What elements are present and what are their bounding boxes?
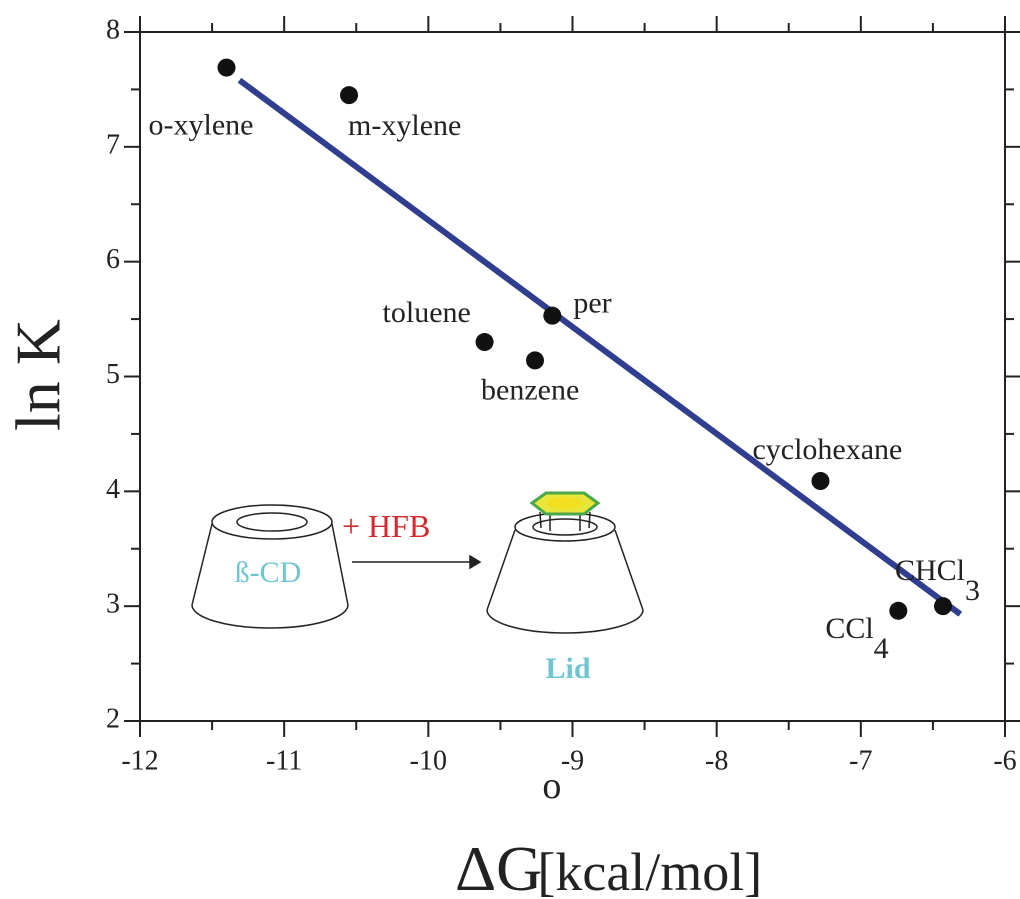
point-label-sub: 4 <box>874 632 889 665</box>
point-label: CHCl3 <box>895 554 980 607</box>
data-point <box>526 351 545 370</box>
arrow-head <box>469 554 482 570</box>
point-label: CCl4 <box>825 612 888 665</box>
lid-cavity <box>532 518 598 536</box>
reagent-label: + HFB <box>342 508 430 544</box>
y-tick-label: 3 <box>106 589 120 620</box>
data-point <box>889 601 908 620</box>
x-tick-label: -8 <box>705 745 728 776</box>
lid-base <box>486 609 644 634</box>
x-tick-label: -9 <box>561 745 584 776</box>
y-tick-label: 4 <box>106 474 120 505</box>
x-tick-label: -7 <box>849 745 872 776</box>
x-tick-label: -10 <box>410 745 447 776</box>
point-label-sub: 3 <box>965 574 980 607</box>
point-label: toluene <box>383 296 471 329</box>
point-label-text: per <box>573 287 611 320</box>
point-label: per <box>573 287 611 320</box>
product-label: Lid <box>545 652 590 685</box>
cd-cavity <box>236 512 308 532</box>
point-label: m-xylene <box>348 109 461 142</box>
point-label-text: cyclohexane <box>752 433 902 466</box>
x-label-sup: o <box>542 765 561 807</box>
x-label-unit: [kcal/mol] <box>537 842 762 899</box>
x-tick-label: -6 <box>993 745 1016 776</box>
data-point <box>811 471 830 490</box>
data-point <box>217 58 236 77</box>
cd-rim <box>211 504 333 540</box>
cd-side <box>331 523 349 606</box>
point-label-text: benzene <box>481 373 579 406</box>
y-tick-label: 8 <box>106 14 120 45</box>
data-point <box>934 597 953 616</box>
cd-side <box>191 523 213 606</box>
point-label-text: m-xylene <box>348 109 461 142</box>
x-tick-label: -12 <box>121 745 158 776</box>
y-tick-label: 6 <box>106 244 120 275</box>
lid-side <box>486 529 516 611</box>
data-point <box>340 86 359 105</box>
data-point <box>475 333 494 352</box>
y-tick-label: 2 <box>106 703 120 734</box>
point-label: o-xylene <box>149 109 254 142</box>
lid-side <box>614 529 644 611</box>
point-label: benzene <box>481 373 579 406</box>
y-tick-label: 7 <box>106 129 120 160</box>
host-label: ß-CD <box>235 556 302 589</box>
y-tick-label: 5 <box>106 359 120 390</box>
point-label-text: o-xylene <box>149 109 254 142</box>
lid-rim <box>514 512 616 542</box>
hfb-center <box>547 497 583 509</box>
point-label: cyclohexane <box>752 433 902 466</box>
fit-line <box>237 77 963 617</box>
x-axis-label: ΔGo [kcal/mol] <box>455 765 762 899</box>
point-label-text: CHCl <box>895 554 965 587</box>
x-label-main: ΔG <box>455 833 542 899</box>
x-tick-label: -11 <box>266 745 302 776</box>
data-point <box>543 306 562 325</box>
inset-diagram <box>191 491 644 634</box>
point-label-text: CCl <box>825 612 873 645</box>
y-axis-label: ln K <box>3 319 74 431</box>
cd-base <box>191 604 349 629</box>
lid-struts <box>539 511 591 531</box>
point-label-text: toluene <box>383 296 471 329</box>
